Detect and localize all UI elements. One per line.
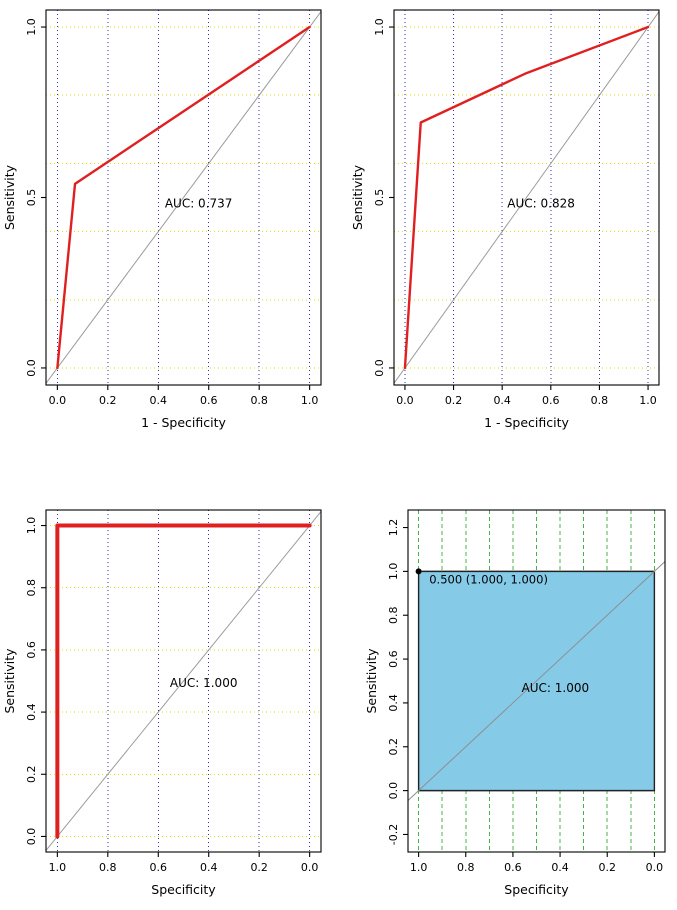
reference-diagonal-line (393, 11, 660, 384)
x-tick-label: 0.6 (542, 394, 560, 407)
y-tick-label: 0.5 (25, 189, 38, 207)
reference-diagonal-line (45, 11, 322, 384)
x-tick-label: 0.8 (591, 394, 609, 407)
y-tick-label: 0.5 (373, 189, 386, 207)
roc-chart-panel-2: 0.0 0.2 0.4 0.6 0.8 1.0 0.0 0.5 1.0 1 - Specifici… (338, 0, 677, 455)
y-tick-label: 1.0 (25, 18, 38, 36)
y-axis-title: Sensitivity (350, 164, 365, 230)
y-tick-label: 1.0 (387, 563, 400, 581)
roc-plot-bottom-left: 1.0 0.8 0.6 0.4 0.2 0.0 0.0 0.2 0.4 0.6 0.8 1.0 Spec… (2, 509, 322, 897)
x-tick-label: 0.4 (200, 861, 218, 874)
x-tick-label: 0.4 (150, 394, 168, 407)
x-tick-label: 0.2 (99, 394, 117, 407)
x-tick-label: 0.8 (99, 861, 117, 874)
roc-curve (56, 25, 311, 370)
x-axis-title: 1 - Specificity (484, 415, 569, 430)
x-axis-title: Specificity (504, 882, 569, 897)
x-axis-title: Specificity (151, 882, 216, 897)
x-axis-title: 1 - Specificity (141, 415, 226, 430)
x-tick-label: 0.2 (598, 861, 616, 874)
plot-box (407, 509, 666, 853)
y-tick-label: 0.8 (387, 606, 400, 624)
roc-plot-top-left: 0.0 0.2 0.4 0.6 0.8 1.0 0.0 0.5 1.0 1 - Specifici… (2, 9, 322, 430)
x-tick-label: 0.6 (200, 394, 218, 407)
y-tick-label: -0.2 (387, 824, 400, 845)
x-tick-label: 0.4 (551, 861, 569, 874)
y-tick-label: 0.2 (387, 738, 400, 756)
y-tick-label: 0.0 (387, 782, 400, 800)
threshold-point (415, 568, 422, 575)
x-tick-label: 0.0 (301, 861, 319, 874)
annotation-label: AUC: 0.828 (507, 197, 575, 211)
roc-curve (403, 25, 650, 370)
y-tick-label: 0.0 (373, 359, 386, 377)
y-tick-label: 1.2 (387, 519, 400, 537)
x-tick-label: 0.0 (646, 861, 664, 874)
y-tick-label: 0.6 (387, 650, 400, 668)
y-tick-label: 0.6 (25, 641, 38, 659)
plot-box (45, 509, 322, 853)
x-tick-label: 0.6 (150, 861, 168, 874)
x-tick-label: 1.0 (639, 394, 657, 407)
y-axis-title: Sensitivity (364, 648, 379, 714)
y-tick-label: 0.4 (25, 703, 38, 721)
roc-plot-top-right: 0.0 0.2 0.4 0.6 0.8 1.0 0.0 0.5 1.0 1 - Specifici… (350, 9, 660, 430)
annotation-label: 0.500 (1.000, 1.000) (429, 572, 548, 586)
roc-chart-panel-4: 1.0 0.8 0.6 0.4 0.2 0.0 -0.2 0.0 0.2 0.4 0.6 0.8 1.0… (338, 455, 677, 910)
x-tick-label: 0.0 (49, 394, 67, 407)
annotation-label: AUC: 1.000 (170, 676, 238, 690)
y-tick-label: 0.0 (25, 359, 38, 377)
x-tick-label: 1.0 (301, 394, 319, 407)
x-tick-label: 1.0 (410, 861, 428, 874)
reference-diagonal-line (407, 561, 666, 801)
annotation-label: AUC: 0.737 (165, 197, 233, 211)
roc-chart-panel-3: 1.0 0.8 0.6 0.4 0.2 0.0 0.0 0.2 0.4 0.6 0.8 1.0 Spec… (0, 455, 338, 910)
roc-curve (55, 523, 312, 839)
y-tick-label: 1.0 (373, 18, 386, 36)
y-tick-label: 1.0 (25, 517, 38, 535)
reference-diagonal-line (45, 511, 322, 851)
y-axis-title: Sensitivity (2, 164, 17, 230)
roc-chart-panel-1: 0.0 0.2 0.4 0.6 0.8 1.0 0.0 0.5 1.0 1 - Specifici… (0, 0, 338, 455)
x-tick-label: 0.0 (396, 394, 414, 407)
x-tick-label: 1.0 (49, 861, 67, 874)
y-tick-label: 0.4 (387, 694, 400, 712)
y-tick-label: 0.8 (25, 579, 38, 597)
y-tick-label: 0.0 (25, 828, 38, 846)
y-tick-label: 0.2 (25, 766, 38, 784)
y-axis-title: Sensitivity (2, 648, 17, 714)
x-tick-label: 0.2 (445, 394, 463, 407)
roc-plot-bottom-right: 1.0 0.8 0.6 0.4 0.2 0.0 -0.2 0.0 0.2 0.4 0.6 0.8 1.0… (364, 509, 666, 897)
x-tick-label: 0.8 (250, 394, 268, 407)
annotation-label: AUC: 1.000 (522, 681, 590, 695)
x-tick-label: 0.6 (504, 861, 522, 874)
x-tick-label: 0.4 (493, 394, 511, 407)
x-tick-label: 0.8 (457, 861, 475, 874)
x-tick-label: 0.2 (250, 861, 268, 874)
